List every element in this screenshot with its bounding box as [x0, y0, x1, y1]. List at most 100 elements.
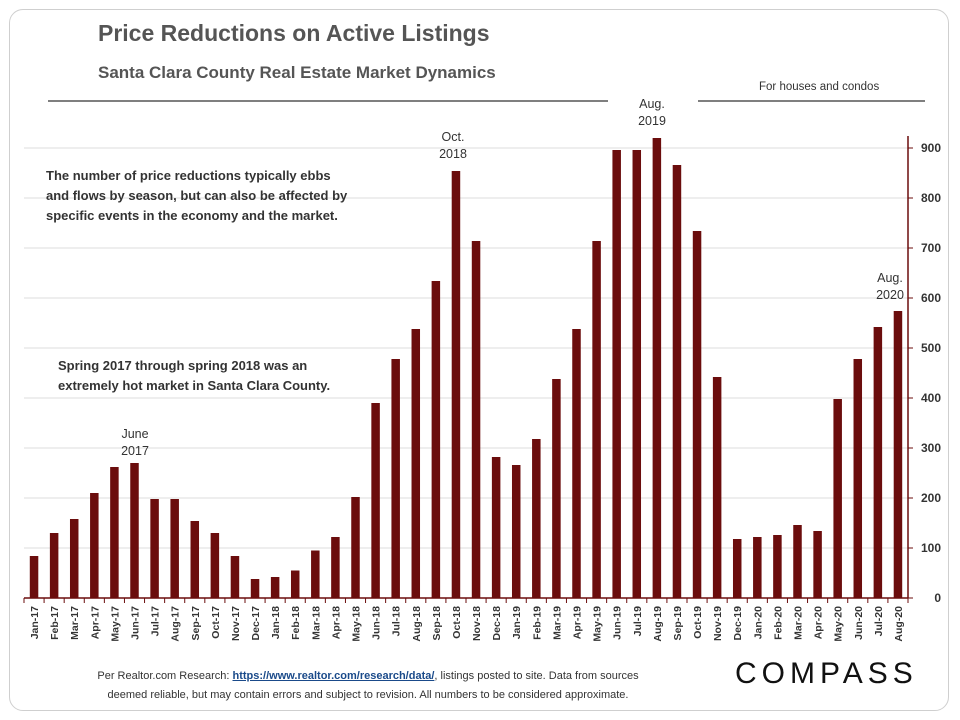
- footer-line-2: deemed reliable, but may contain errors …: [107, 689, 629, 701]
- y-tick-label: 900: [921, 141, 941, 155]
- x-tick-label: Feb-19: [531, 606, 543, 640]
- marker-line: June: [121, 427, 149, 441]
- marker-line: Aug.: [877, 271, 903, 285]
- x-tick-label: Nov-18: [471, 606, 483, 641]
- bar: [311, 550, 320, 598]
- footer-line1-suffix: , listings posted to site. Data from sou…: [434, 670, 639, 682]
- x-tick-label: Aug-17: [170, 606, 182, 642]
- bar: [210, 533, 220, 598]
- y-tick-label: 600: [921, 291, 941, 305]
- bar: [250, 579, 260, 598]
- x-tick-label: Jun-17: [130, 606, 142, 640]
- chart-title: Price Reductions on Active Listings: [98, 20, 490, 46]
- x-tick-label: Jul-19: [632, 606, 644, 637]
- x-tick-label: Dec-18: [491, 606, 503, 641]
- x-tick-label: Aug-20: [893, 606, 905, 642]
- bar: [652, 138, 662, 598]
- y-tick-label: 200: [921, 491, 941, 505]
- bar: [893, 311, 903, 598]
- x-tick-label: Feb-17: [49, 606, 61, 640]
- bar: [712, 377, 722, 598]
- bar: [632, 150, 642, 598]
- bar: [572, 329, 581, 598]
- x-tick-label: Jan-20: [752, 606, 764, 639]
- x-tick-label: Apr-17: [89, 606, 101, 639]
- marker-line: 2017: [121, 444, 149, 458]
- annotation-line: specific events in the economy and the m…: [46, 208, 338, 223]
- x-tick-label: Sep-19: [672, 606, 684, 641]
- bar: [371, 403, 380, 598]
- annotation-line: The number of price reductions typically…: [46, 168, 331, 183]
- y-tick-label: 400: [921, 391, 941, 405]
- footer-prefix: Per Realtor.com Research:: [97, 670, 230, 682]
- marker-label-oct-2018: Oct. 2018: [430, 129, 476, 163]
- x-tick-label: Aug-18: [411, 606, 423, 642]
- bar: [130, 463, 139, 598]
- bar: [351, 497, 360, 598]
- x-tick-label: Sep-17: [190, 606, 202, 641]
- annotation-line: and flows by season, but can also be aff…: [46, 188, 348, 203]
- annotation-line: extremely hot market in Santa Clara Coun…: [58, 378, 331, 393]
- bar: [431, 281, 441, 598]
- bar: [331, 537, 340, 598]
- x-tick-label: Dec-19: [732, 606, 744, 641]
- y-tick-label: 700: [921, 241, 941, 255]
- bar: [672, 165, 682, 598]
- x-tick-label: Nov-19: [712, 606, 724, 641]
- x-tick-label: Jan-18: [270, 606, 282, 639]
- x-tick-label: May-20: [833, 606, 845, 642]
- annotation-line: Spring 2017 through spring 2018 was an: [58, 358, 308, 373]
- scope-note: For houses and condos: [759, 81, 880, 93]
- bar: [612, 150, 621, 598]
- x-tick-label: Apr-19: [572, 606, 584, 639]
- bar: [411, 329, 421, 598]
- bar: [793, 525, 802, 598]
- x-tick-label: Jul-17: [150, 606, 162, 637]
- bar: [532, 439, 541, 598]
- x-tick-label: Mar-17: [69, 606, 81, 640]
- bar: [491, 457, 501, 598]
- x-tick-label: Sep-18: [431, 606, 443, 641]
- x-tick-label: Oct-19: [692, 606, 704, 639]
- bar: [853, 359, 863, 598]
- marker-line: 2019: [638, 114, 666, 128]
- x-tick-label: May-19: [592, 606, 604, 642]
- bar: [773, 535, 782, 598]
- bar: [471, 241, 481, 598]
- x-tick-label: Mar-20: [793, 606, 805, 640]
- bar: [552, 379, 561, 598]
- x-tick-label: Jun-19: [612, 606, 624, 640]
- x-tick-label: Mar-19: [551, 606, 563, 640]
- bar: [270, 577, 280, 598]
- bar: [230, 556, 240, 598]
- x-tick-label: Apr-18: [330, 606, 342, 639]
- bar: [29, 556, 39, 598]
- source-link[interactable]: https://www.realtor.com/research/data/: [232, 670, 435, 682]
- y-tick-label: 300: [921, 441, 941, 455]
- x-tick-label: Oct-18: [451, 606, 463, 639]
- x-tick-label: Feb-18: [290, 606, 302, 640]
- y-tick-label: 0: [934, 591, 941, 605]
- annotation-hot-market: Spring 2017 through spring 2018 was an e…: [58, 356, 330, 396]
- bar: [833, 399, 842, 598]
- bar: [391, 359, 400, 598]
- bar: [753, 537, 762, 598]
- marker-line: 2020: [876, 288, 904, 302]
- bar: [451, 171, 461, 598]
- marker-line: Aug.: [639, 97, 665, 111]
- x-tick-label: May-18: [351, 606, 363, 642]
- bar: [592, 241, 601, 598]
- bar: [692, 231, 702, 598]
- bar: [873, 327, 883, 598]
- x-tick-label: Jan-17: [29, 606, 41, 639]
- bar: [190, 521, 200, 598]
- bar: [69, 519, 79, 598]
- bar: [150, 499, 159, 598]
- y-tick-label: 100: [921, 541, 941, 555]
- y-tick-label: 800: [921, 191, 941, 205]
- x-tick-label: Jul-18: [391, 606, 403, 637]
- chart-subtitle: Santa Clara County Real Estate Market Dy…: [98, 63, 496, 82]
- x-tick-label: Aug-19: [652, 606, 664, 642]
- x-tick-label: Oct-17: [210, 606, 222, 639]
- marker-line: 2018: [439, 147, 467, 161]
